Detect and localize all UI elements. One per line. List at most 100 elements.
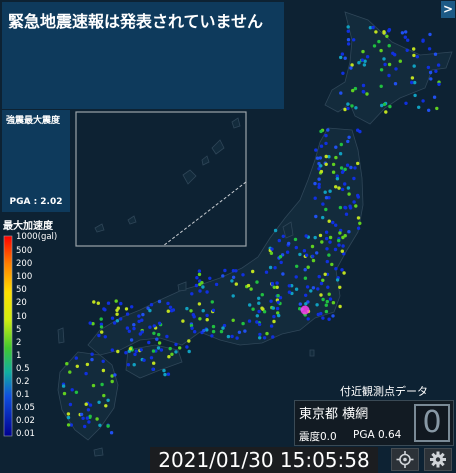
expand-button[interactable]: > [441,1,455,18]
station-marker [343,107,347,112]
station-marker [68,402,73,407]
station-marker [132,326,136,331]
station-marker [428,70,433,75]
locate-button[interactable] [391,448,419,471]
station-marker [130,305,134,309]
station-marker [205,290,209,294]
station-marker [351,88,355,93]
station-marker [338,231,342,235]
station-marker [84,371,88,376]
station-marker [269,251,274,255]
station-marker [219,329,224,334]
station-marker [277,313,281,318]
station-marker [187,349,191,354]
station-marker [328,235,333,240]
settings-button[interactable] [424,448,452,471]
kyushu-land [57,351,119,441]
station-marker [162,368,166,373]
station-marker [304,253,309,257]
station-marker [222,323,227,328]
station-marker [313,196,317,200]
station-marker [325,259,329,264]
station-marker [304,234,308,238]
station-marker [276,300,280,304]
station-marker [331,162,336,167]
station-marker [360,58,364,62]
station-marker [325,247,329,251]
station-marker [193,330,197,334]
legend-tick-label: 1 [16,350,22,361]
tokuno-land [201,155,210,166]
station-marker [340,52,345,56]
station-marker [334,145,338,149]
station-marker [257,296,261,300]
station-marker [327,196,331,200]
station-marker [279,260,283,265]
station-marker [167,355,171,359]
station-marker [429,77,433,81]
station-marker [65,362,69,366]
station-marker [272,319,276,324]
station-marker [331,220,335,225]
station-marker [426,65,431,70]
station-marker [309,289,313,293]
station-marker [313,181,317,186]
station-marker [365,92,369,96]
station-marker [287,241,291,246]
station-marker [119,317,123,321]
station-marker [324,309,329,314]
station-marker [293,237,298,242]
station-marker [324,133,328,138]
station-marker [275,285,279,289]
station-markers [61,25,441,435]
timestamp-display: 2021/01/30 15:05:58 [150,447,378,473]
station-marker [352,176,356,181]
station-marker [156,346,161,350]
station-marker [246,283,251,288]
station-marker [142,358,146,362]
station-marker [277,238,281,243]
station-marker [157,321,162,325]
station-marker [191,313,195,317]
station-marker [338,304,342,309]
station-marker [174,342,178,347]
station-marker [365,55,370,59]
station-marker [231,269,236,273]
station-marker [305,285,310,289]
station-marker [328,297,333,301]
pga-value: PGA : 2.02 [9,197,63,207]
station-marker [70,388,74,392]
station-marker [384,110,388,114]
legend-tick-label: 0.5 [16,363,30,374]
station-marker [346,186,351,190]
station-marker [321,202,325,206]
station-marker [372,44,377,48]
station-marker [427,108,431,113]
station-marker [258,332,262,337]
station-marker [324,154,328,159]
station-marker [356,161,360,166]
legend-tick-label: 2 [16,337,22,348]
station-marker [166,301,170,306]
okinawa-land [182,169,197,185]
station-marker [208,276,212,280]
station-marker [102,393,106,398]
station-marker [327,292,331,296]
station-marker [106,398,110,402]
station-marker [178,346,182,350]
station-marker [157,341,162,345]
station-marker [304,293,308,297]
station-marker [101,368,106,373]
station-marker [185,345,189,349]
station-marker [324,207,328,212]
legend-color-bar [3,235,13,437]
station-marker [331,170,336,174]
station-marker [353,86,358,91]
station-marker [87,420,91,424]
station-marker [346,139,350,144]
station-marker [317,185,321,189]
station-marker [197,302,202,306]
station-marker [98,423,102,427]
